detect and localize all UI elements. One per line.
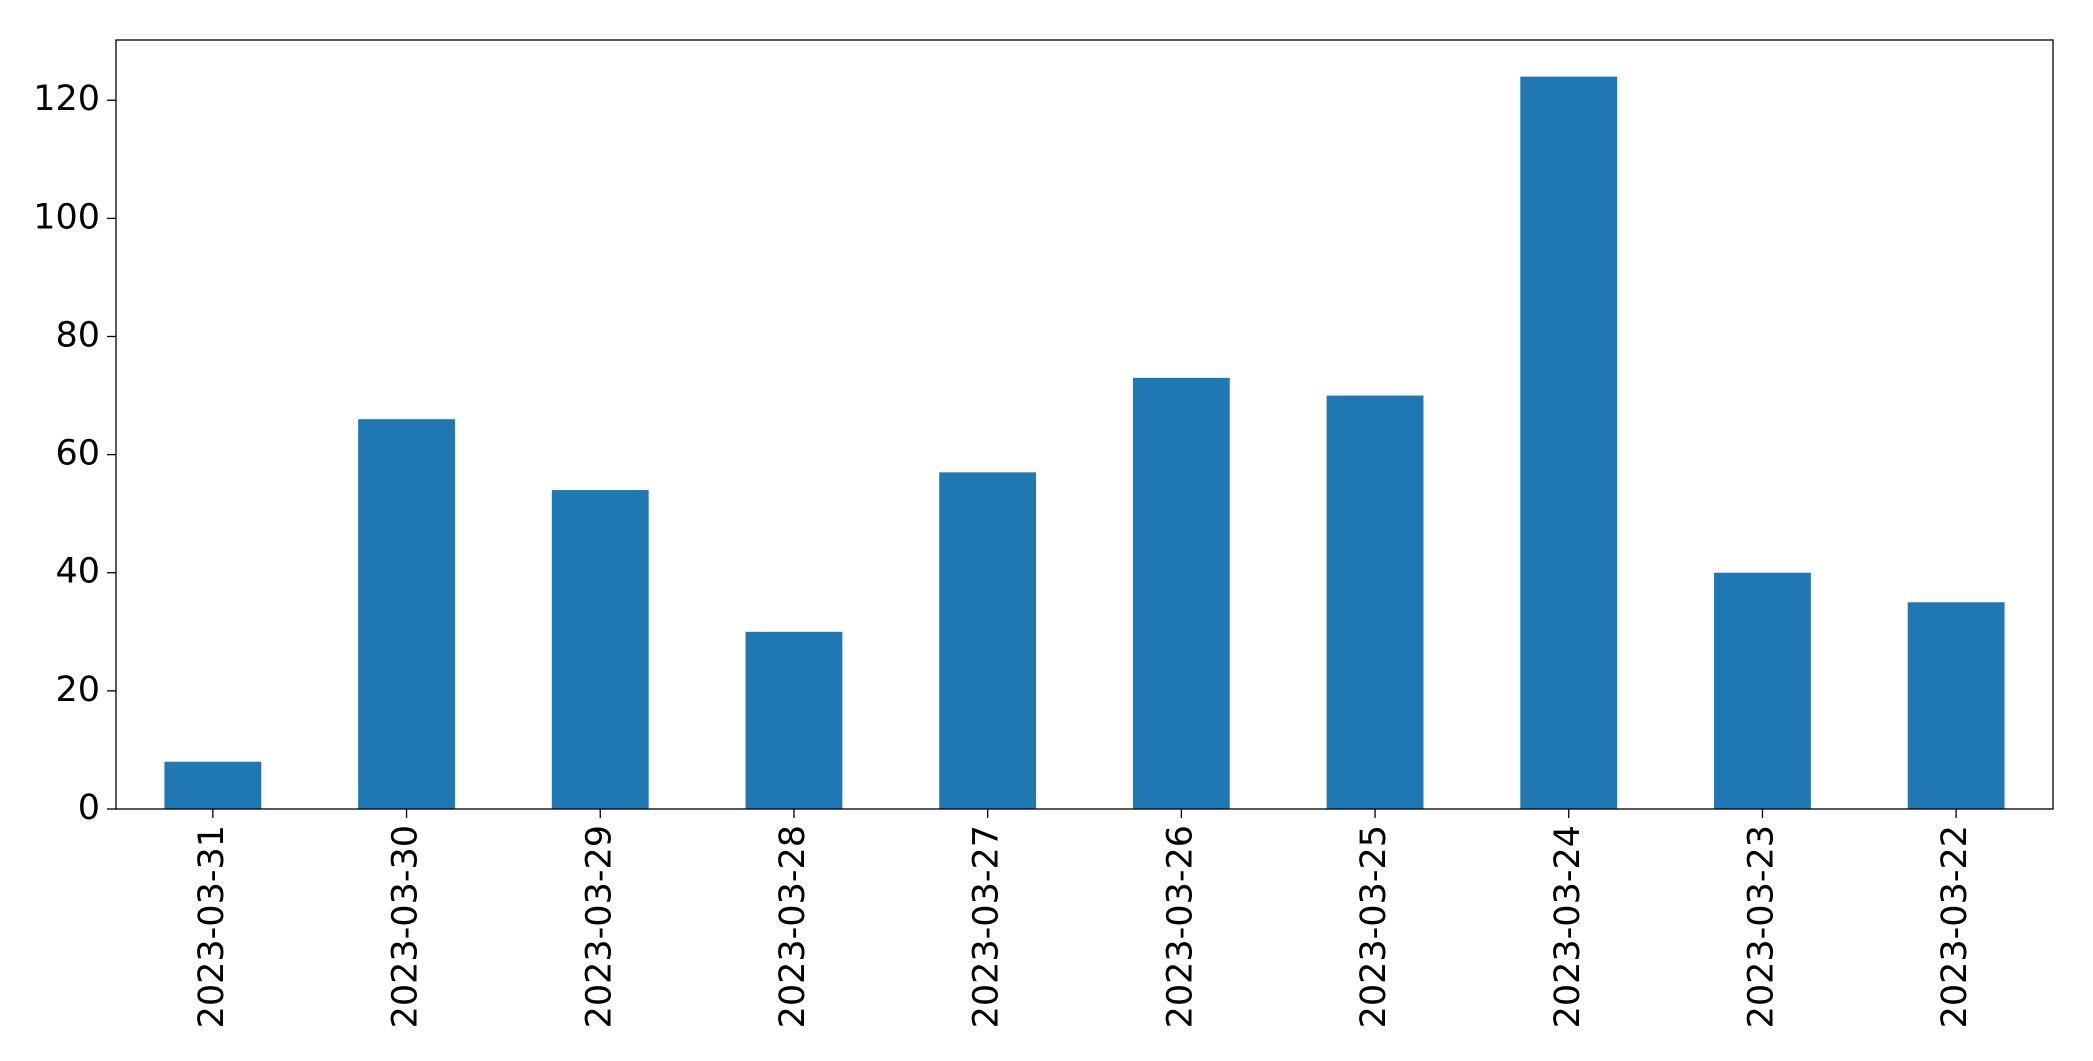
x-tick-label: 2023-03-23 [1741, 825, 1781, 1028]
x-tick-label: 2023-03-27 [967, 825, 1007, 1028]
plot-frame [115, 39, 2054, 810]
bar [745, 631, 843, 809]
y-tick-label: 80 [55, 315, 100, 355]
bar [551, 490, 649, 809]
x-tick-label: 2023-03-29 [579, 825, 619, 1028]
bar [1520, 76, 1618, 810]
y-tick-label: 0 [78, 788, 100, 828]
bar [1326, 395, 1424, 809]
bar [939, 472, 1037, 809]
bar [1907, 602, 2005, 809]
y-tick-label: 40 [55, 552, 100, 592]
y-tick-label: 60 [55, 434, 100, 474]
y-tick-label: 20 [55, 670, 100, 710]
x-tick-label: 2023-03-30 [386, 825, 426, 1028]
bar [164, 761, 262, 809]
bar [1132, 377, 1230, 809]
bar [1714, 572, 1811, 809]
bar [358, 419, 455, 809]
y-tick-label: 120 [33, 79, 100, 119]
x-tick-label: 2023-03-24 [1548, 825, 1588, 1028]
x-tick-label: 2023-03-26 [1160, 825, 1200, 1028]
x-tick-label: 2023-03-31 [192, 825, 232, 1028]
y-tick-label: 100 [33, 197, 100, 237]
x-tick-label: 2023-03-22 [1935, 825, 1975, 1028]
x-tick-label: 2023-03-25 [1354, 825, 1394, 1028]
x-tick-label: 2023-03-28 [773, 825, 813, 1028]
